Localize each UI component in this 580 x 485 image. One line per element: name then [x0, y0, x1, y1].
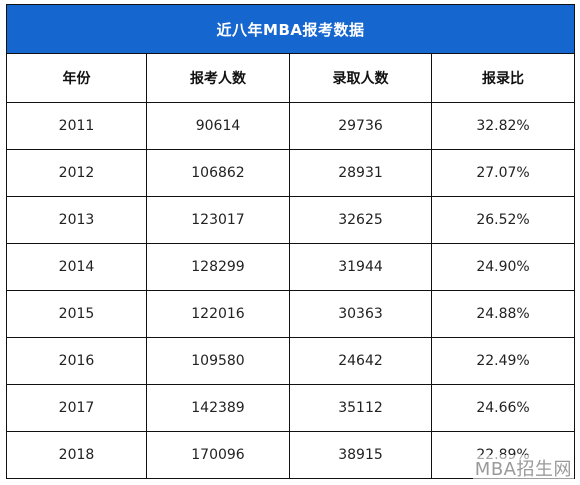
cell-admitted: 28931 [289, 149, 432, 197]
cell-ratio: 24.66% [430, 384, 576, 432]
cell-admitted: 29736 [289, 102, 432, 150]
cell-admitted: 30363 [289, 290, 432, 338]
mba-data-table-wrapper: 近八年MBA报考数据 年份 报考人数 录取人数 报录比 2011 90614 2… [5, 4, 576, 479]
header-year: 年份 [6, 53, 147, 103]
cell-year: 2011 [6, 102, 147, 150]
header-applicants: 报考人数 [146, 53, 290, 103]
table-header-row: 年份 报考人数 录取人数 报录比 [6, 53, 576, 103]
cell-applicants: 142389 [146, 384, 290, 432]
cell-ratio: 22.49% [430, 337, 576, 385]
cell-admitted: 38915 [289, 431, 432, 479]
cell-applicants: 123017 [146, 196, 290, 244]
table-title-row: 近八年MBA报考数据 [5, 4, 576, 54]
cell-year: 2014 [6, 243, 147, 291]
cell-year: 2017 [6, 384, 147, 432]
table-row: 2015 122016 30363 24.88% [6, 290, 576, 338]
cell-applicants: 90614 [146, 102, 290, 150]
cell-ratio: 24.90% [430, 243, 576, 291]
table-row: 2013 123017 32625 26.52% [6, 196, 576, 244]
watermark-text: MBA招生网 [472, 455, 574, 481]
table-row: 2011 90614 29736 32.82% [6, 102, 576, 150]
cell-year: 2016 [6, 337, 147, 385]
cell-admitted: 35112 [289, 384, 432, 432]
cell-applicants: 122016 [146, 290, 290, 338]
cell-applicants: 170096 [146, 431, 290, 479]
cell-ratio: 32.82% [430, 102, 576, 150]
table-row: 2012 106862 28931 27.07% [6, 149, 576, 197]
cell-admitted: 24642 [289, 337, 432, 385]
header-ratio: 报录比 [430, 53, 576, 103]
cell-year: 2012 [6, 149, 147, 197]
cell-applicants: 128299 [146, 243, 290, 291]
cell-ratio: 27.07% [430, 149, 576, 197]
cell-year: 2015 [6, 290, 147, 338]
table-row: 2014 128299 31944 24.90% [6, 243, 576, 291]
cell-applicants: 109580 [146, 337, 290, 385]
cell-year: 2013 [6, 196, 147, 244]
cell-year: 2018 [6, 431, 147, 479]
cell-ratio: 24.88% [430, 290, 576, 338]
cell-admitted: 31944 [289, 243, 432, 291]
cell-applicants: 106862 [146, 149, 290, 197]
mba-data-table: 近八年MBA报考数据 年份 报考人数 录取人数 报录比 2011 90614 2… [5, 4, 576, 479]
cell-admitted: 32625 [289, 196, 432, 244]
header-admitted: 录取人数 [289, 53, 432, 103]
cell-ratio: 26.52% [430, 196, 576, 244]
table-row: 2017 142389 35112 24.66% [6, 384, 576, 432]
table-row: 2016 109580 24642 22.49% [6, 337, 576, 385]
table-title: 近八年MBA报考数据 [5, 4, 576, 54]
